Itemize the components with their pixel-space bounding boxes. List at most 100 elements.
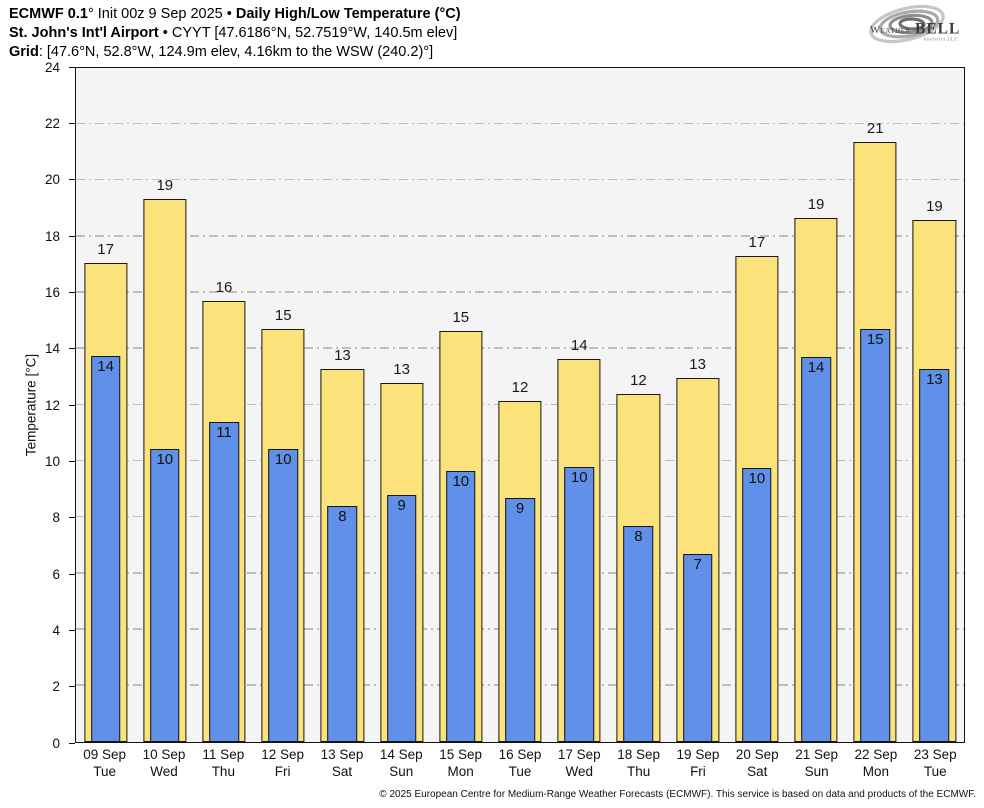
bar-slot: 17 10 [727,68,786,742]
low-bar: 14 [801,357,831,742]
low-value-label: 8 [338,508,347,526]
low-bar: 9 [386,494,417,742]
date-label: 12 Sep [261,747,305,762]
header-text-segment: ° Init 00z 9 Sep 2025 • [87,6,236,22]
bar-slot: 12 9 [490,68,549,742]
low-value-label: 7 [693,555,702,573]
bar-slot: 17 14 [76,68,135,742]
low-bar: 10 [150,448,180,742]
low-value-label: 14 [97,357,114,375]
y-tick: 24 [45,57,75,77]
date-label: 16 Sep [498,747,542,762]
grid-note: Grid: [47.6°N, 52.8°W, 124.9m elev, 4.16… [9,43,461,62]
low-bar: 7 [682,553,713,742]
y-tick: 4 [52,620,75,640]
x-tick-label: 13 Sep Sat [312,747,371,780]
low-value-label: 10 [156,450,174,468]
high-value-label: 15 [452,308,470,326]
header-text-segment: Daily High/Low Temperature (°C) [235,6,461,22]
y-tick: 0 [52,733,75,753]
date-label: 22 Sep [854,747,898,762]
x-tick-label: 16 Sep Tue [490,747,549,780]
date-label: 11 Sep [202,747,245,762]
y-tick-mark [69,66,75,68]
weekday-label: Thu [211,763,235,779]
y-tick-label: 20 [44,172,60,188]
x-tick-label: 17 Sep Wed [550,747,609,780]
x-tick-label: 09 Sep Tue [75,747,134,780]
y-tick: 8 [52,508,75,528]
y-tick-label: 4 [52,622,60,638]
y-tick-label: 16 [44,284,60,300]
x-tick-label: 14 Sep Sun [372,747,431,780]
weekday-label: Mon [862,763,890,779]
y-tick-mark [69,235,75,237]
logo-word-weather: Weather [870,25,911,36]
bar-slot: 13 8 [313,68,372,742]
weekday-label: Tue [93,763,117,779]
low-bar: 10 [564,466,595,742]
y-tick-mark [69,291,75,293]
low-value-label: 10 [452,473,470,490]
y-tick-mark [69,686,75,688]
y-tick-mark [69,573,75,575]
bars-container: 17 14 19 10 16 11 15 10 13 8 13 9 15 10 12 9 14 10 12 8 13 7 1… [76,68,964,742]
date-label: 18 Sep [617,747,661,762]
date-label: 09 Sep [83,747,127,762]
low-value-label: 8 [634,527,643,545]
high-value-label: 15 [274,307,292,325]
gridline [76,235,964,237]
date-label: 21 Sep [795,747,838,762]
gridline [76,291,964,293]
y-tick: 2 [52,677,75,697]
header-text-segment: ECMWF 0.1 [9,6,88,22]
station-subtitle: St. John's Int'l Airport • CYYT [47.6186… [9,24,461,43]
y-tick: 18 [45,226,75,246]
low-value-label: 10 [570,468,588,486]
y-tick: 10 [45,451,75,471]
weekday-label: Tue [508,763,532,779]
date-label: 19 Sep [676,747,720,762]
x-tick-label: 21 Sep Sun [787,747,846,780]
x-tick-label: 12 Sep Fri [253,747,312,780]
bar-slot: 15 10 [254,68,313,742]
header-text-segment: • CYYT [47.6186°N, 52.7519°W, 140.5m ele… [158,25,458,41]
low-value-label: 15 [866,331,884,349]
date-label: 20 Sep [735,747,779,762]
x-tick-label: 19 Sep Fri [668,747,727,780]
y-tick-label: 22 [44,115,60,131]
y-axis: 0 2 4 6 8 10 12 14 16 18 20 22 24 [0,60,75,751]
high-value-label: 21 [866,120,884,138]
high-value-label: 16 [215,279,233,297]
bar-slot: 19 14 [786,68,845,742]
high-value-label: 17 [748,234,766,252]
low-bar: 14 [90,355,121,742]
high-value-label: 19 [807,196,825,214]
low-bar: 11 [209,421,239,742]
bar-slot: 12 8 [609,68,668,742]
high-value-label: 19 [926,197,943,215]
low-value-label: 13 [926,370,943,388]
x-tick-label: 15 Sep Mon [431,747,490,780]
high-value-label: 19 [156,176,174,194]
low-bar: 13 [919,368,950,742]
low-bar: 9 [505,497,535,742]
weekday-label: Tue [923,763,947,779]
y-tick-label: 10 [44,453,60,469]
high-value-label: 12 [630,371,647,389]
x-tick-label: 23 Sep Tue [906,747,965,780]
bar-slot: 21 15 [846,68,905,742]
x-tick-label: 18 Sep Thu [609,747,668,780]
bar-slot: 13 9 [372,68,431,742]
logo-word-bell: BELL [915,21,960,38]
bar-slot: 14 10 [550,68,609,742]
y-tick: 20 [45,170,75,190]
y-tick-label: 14 [44,341,60,357]
y-tick-label: 2 [52,679,60,695]
plot-area: 17 14 19 10 16 11 15 10 13 8 13 9 15 10 12 9 14 10 12 8 13 7 1… [75,67,965,743]
hurricane-swirl-icon: Weather BELL Analytics LLC [869,4,960,44]
low-bar: 8 [327,506,358,742]
weekday-label: Wed [565,763,594,779]
y-tick-mark [69,122,75,124]
header-text-segment: St. John's Int'l Airport [9,25,159,41]
